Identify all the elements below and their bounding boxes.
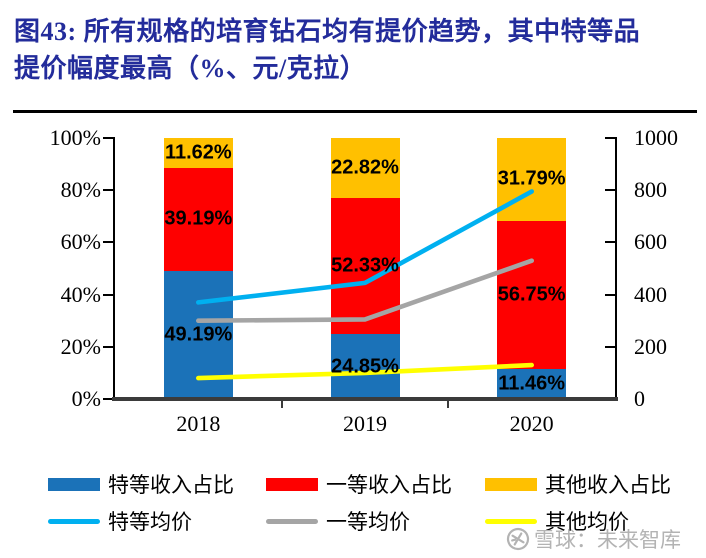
watermark: 雪球：未来智库 [506,524,681,554]
bar-segment [330,334,400,399]
y-axis-tick-right [605,345,617,348]
legend-swatch-first-price [266,518,318,524]
legend-swatch-special-revenue [48,477,100,491]
legend-item-other-revenue: 其他收入占比 [485,471,671,497]
bar-label: 24.85% [331,355,399,378]
xueqiu-snowball-logo-icon [506,527,530,551]
bar-segment [497,369,567,399]
legend-label: 特等收入占比 [108,473,234,497]
y-axis-tick-label-right: 600 [634,229,667,255]
legend-item-special-revenue: 特等收入占比 [48,471,234,497]
price-line [196,189,535,305]
y-axis-right-line [615,138,617,400]
y-axis-tick-left [103,241,115,244]
bar-label: 56.75% [497,283,566,306]
bar-label: 49.19% [164,323,233,346]
bar-label: 39.19% [164,207,233,230]
legend-label: 特等均价 [108,510,192,534]
figure-title-line1: 图43: 所有规格的培育钻石均有提价趋势，其中特等品 [14,17,641,46]
y-axis-tick-label-right: 400 [634,281,667,307]
bar-segment [330,138,400,198]
legend-row-lines: 特等均价 一等均价 其他均价 [0,508,706,534]
price-lines-layer [196,189,535,381]
y-axis-tick-right [605,293,617,296]
y-axis-tick-left [103,137,115,139]
price-line [196,258,535,323]
legend-item-other-price: 其他均价 [485,508,629,534]
title-underline [13,110,697,113]
figure-title-line2: 提价幅度最高（%、元/克拉） [14,54,367,83]
y-axis-tick-left [103,345,115,348]
legend-label: 一等均价 [326,510,410,534]
y-axis-tick-left [103,189,115,192]
legend-swatch-first-revenue [266,477,318,491]
x-axis-line [112,397,618,401]
category-label: 2018 [176,411,221,436]
bar-label: 52.33% [331,254,399,277]
watermark-text: 雪球：未来智库 [534,528,681,552]
category-label: 2019 [343,411,387,436]
bar-segment [163,168,233,271]
legend-item-special-price: 特等均价 [48,508,192,534]
bar-label: 11.46% [498,372,566,395]
price-line [196,362,535,381]
legend-swatch-other-revenue [485,477,537,491]
legend-swatch-special-price [48,518,100,524]
y-axis-tick-label-left: 0% [71,386,101,411]
bar-label: 31.79% [497,167,566,190]
legend-row-bars: 特等收入占比 一等收入占比 其他收入占比 [0,471,706,497]
y-axis-tick-label-left: 60% [60,229,101,255]
bar-segment [497,138,567,221]
legend-label: 其他均价 [545,510,629,534]
y-axis-tick-label-right: 800 [634,177,667,203]
y-axis-tick-left [103,293,115,296]
y-axis-tick-left [103,398,115,400]
legend-item-first-revenue: 一等收入占比 [266,471,452,497]
y-axis-tick-right [605,189,617,192]
y-axis-tick-right [605,137,617,139]
y-axis-tick-label-left: 80% [60,177,101,203]
legend-item-first-price: 一等均价 [266,508,410,534]
x-axis-tick [280,400,283,408]
y-axis-tick-label-right: 0 [634,386,645,411]
legend-swatch-other-price [485,518,537,524]
bar-segment [497,220,567,370]
legend-label: 其他收入占比 [545,473,671,497]
y-axis-tick-label-right: 200 [634,333,667,359]
legend-label: 一等收入占比 [326,473,452,497]
y-axis-tick-label-left: 40% [60,281,101,307]
figure-title: 图43: 所有规格的培育钻石均有提价趋势，其中特等品 提价幅度最高（%、元/克拉… [14,13,702,87]
category-label: 2020 [509,411,554,436]
x-axis-tick [447,400,450,408]
y-axis-tick-label-right: 1000 [634,125,678,150]
bar-segment [163,138,233,169]
y-axis-tick-right [605,241,617,244]
y-axis-tick-label-left: 100% [49,125,101,150]
y-axis-tick-label-left: 20% [60,333,101,359]
bar-label: 11.62% [164,141,232,164]
y-axis-left-line [113,138,115,400]
bar-label: 22.82% [331,156,399,179]
